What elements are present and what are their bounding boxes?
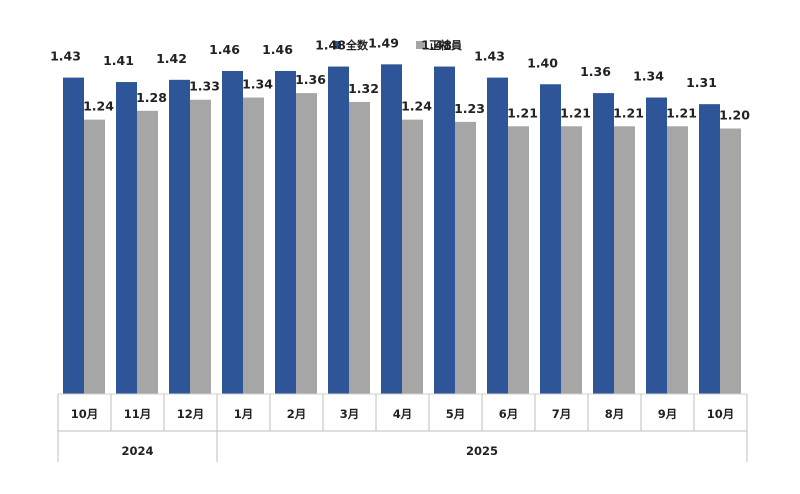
- data-label-total-7: 1.48: [421, 38, 452, 53]
- data-label-total-8: 1.43: [474, 49, 505, 64]
- bar-total-1: [116, 82, 137, 394]
- bar-regular-1: [137, 110, 158, 395]
- bar-regular-9: [561, 126, 582, 394]
- data-label-total-10: 1.36: [580, 64, 611, 79]
- bar-total-3: [222, 70, 243, 394]
- data-label-regular-1: 1.28: [136, 90, 167, 105]
- bar-regular-5: [349, 101, 370, 394]
- data-label-total-0: 1.43: [50, 49, 81, 64]
- x-tick-label-7: 5月: [446, 407, 466, 421]
- data-label-regular-4: 1.36: [295, 72, 326, 87]
- x-tick-label-9: 7月: [552, 407, 572, 421]
- bar-total-8: [487, 77, 508, 395]
- data-label-total-6: 1.49: [368, 35, 399, 50]
- data-label-regular-2: 1.33: [189, 79, 220, 94]
- x-tick-label-4: 2月: [287, 407, 307, 421]
- bar-regular-2: [190, 99, 211, 395]
- data-label-regular-9: 1.21: [560, 105, 591, 120]
- data-label-total-4: 1.46: [262, 42, 293, 57]
- bar-total-6: [381, 64, 402, 395]
- data-label-regular-11: 1.21: [666, 105, 697, 120]
- bar-total-9: [540, 84, 561, 394]
- bar-total-12: [699, 104, 720, 394]
- x-tick-label-1: 11月: [124, 407, 152, 421]
- data-label-regular-5: 1.32: [348, 81, 379, 96]
- legend-label-total: 全数: [345, 38, 369, 52]
- data-label-regular-10: 1.21: [613, 105, 644, 120]
- legend-label-regular: 正社員: [429, 38, 462, 52]
- data-label-regular-0: 1.24: [83, 99, 114, 114]
- bar-regular-7: [455, 121, 476, 395]
- x-tick-label-2: 12月: [177, 407, 205, 421]
- bar-regular-6: [402, 119, 423, 395]
- year-label-2024: 2024: [121, 444, 153, 458]
- data-label-total-9: 1.40: [527, 55, 558, 70]
- data-label-regular-12: 1.20: [719, 108, 750, 123]
- data-label-total-5: 1.48: [315, 38, 346, 53]
- legend-swatch-total: [333, 41, 341, 49]
- x-tick-label-10: 8月: [605, 407, 625, 421]
- data-label-regular-8: 1.21: [507, 105, 538, 120]
- bar-regular-10: [614, 126, 635, 394]
- bar-total-5: [328, 66, 349, 395]
- data-label-total-12: 1.31: [686, 75, 717, 90]
- x-tick-label-12: 10月: [707, 407, 735, 421]
- data-label-total-11: 1.34: [633, 69, 664, 84]
- bar-regular-12: [720, 128, 741, 394]
- bar-regular-8: [508, 126, 529, 394]
- bar-regular-3: [243, 97, 264, 395]
- bar-total-7: [434, 66, 455, 395]
- bar-regular-4: [296, 93, 317, 394]
- data-label-regular-3: 1.34: [242, 77, 273, 92]
- bar-regular-0: [84, 119, 105, 395]
- x-tick-label-8: 6月: [499, 407, 519, 421]
- x-tick-label-5: 3月: [340, 407, 360, 421]
- bar-total-10: [593, 93, 614, 394]
- bar-total-2: [169, 79, 190, 394]
- bar-total-4: [275, 70, 296, 394]
- bar-total-0: [63, 77, 84, 395]
- x-tick-label-0: 10月: [71, 407, 99, 421]
- x-tick-label-3: 1月: [234, 407, 254, 421]
- legend-swatch-regular: [416, 41, 424, 49]
- bar-regular-11: [667, 126, 688, 394]
- x-tick-label-11: 9月: [658, 407, 678, 421]
- data-label-regular-6: 1.24: [401, 99, 432, 114]
- bar-total-11: [646, 97, 667, 395]
- data-label-total-3: 1.46: [209, 42, 240, 57]
- data-label-total-2: 1.42: [156, 51, 187, 66]
- year-label-2025: 2025: [466, 444, 498, 458]
- data-label-regular-7: 1.23: [454, 101, 485, 116]
- x-tick-label-6: 4月: [393, 407, 413, 421]
- data-label-total-1: 1.41: [103, 53, 134, 68]
